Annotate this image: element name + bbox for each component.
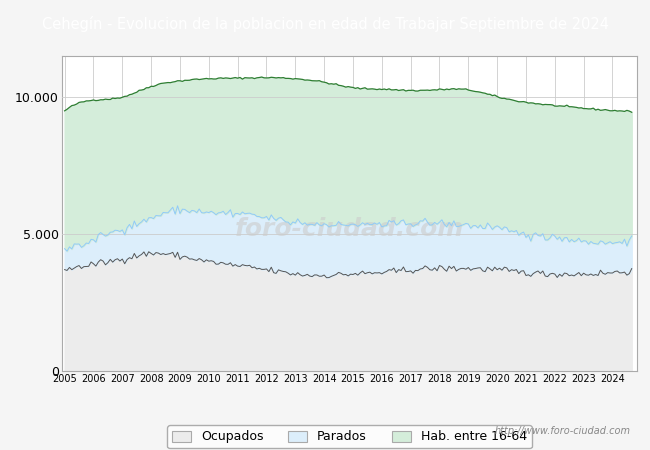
- Text: Cehegín - Evolucion de la poblacion en edad de Trabajar Septiembre de 2024: Cehegín - Evolucion de la poblacion en e…: [42, 16, 608, 32]
- Legend: Ocupados, Parados, Hab. entre 16-64: Ocupados, Parados, Hab. entre 16-64: [167, 426, 532, 449]
- Text: http://www.foro-ciudad.com: http://www.foro-ciudad.com: [495, 427, 630, 436]
- Text: foro-ciudad.com: foro-ciudad.com: [235, 217, 464, 242]
